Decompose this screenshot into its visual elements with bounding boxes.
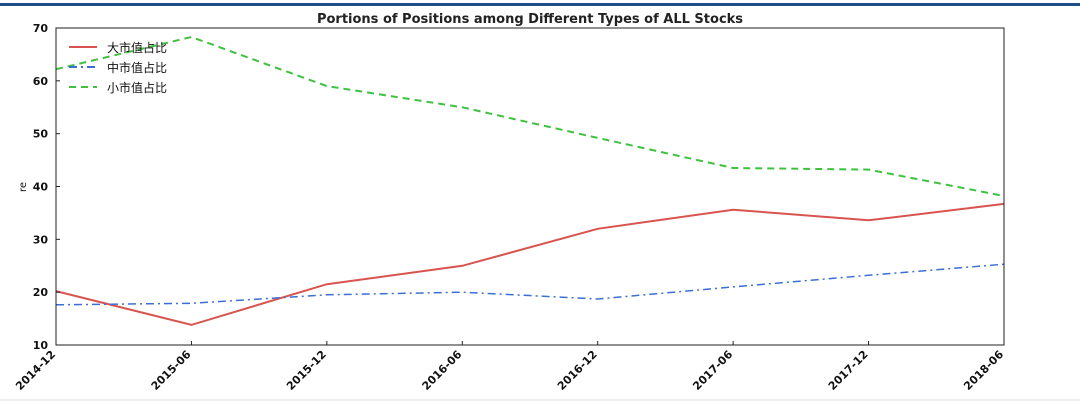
x-tick-label: 2014-12 bbox=[13, 348, 58, 393]
x-tick-label: 2016-12 bbox=[555, 348, 600, 393]
x-tick-label: 2016-06 bbox=[420, 348, 465, 393]
series-line-2 bbox=[55, 263, 1005, 306]
y-tick-label: 70 bbox=[33, 22, 49, 35]
y-axis-ticks: 10 20 30 40 50 60 70 bbox=[33, 22, 60, 352]
legend-label-2: 中市值占比 bbox=[107, 60, 167, 75]
bottom-rule bbox=[0, 399, 1080, 401]
x-tick-label: 2015-06 bbox=[149, 348, 194, 393]
y-tick-label: 30 bbox=[33, 233, 49, 246]
legend-label-3: 小市值占比 bbox=[107, 80, 167, 95]
top-rule bbox=[0, 3, 1080, 6]
chart-title: Portions of Positions among Different Ty… bbox=[317, 12, 743, 27]
legend-label-1: 大市值占比 bbox=[107, 40, 167, 55]
y-axis-label: re bbox=[18, 182, 29, 192]
y-tick-label: 20 bbox=[33, 286, 49, 299]
plot-frame bbox=[55, 27, 1005, 346]
y-tick-label: 10 bbox=[33, 339, 49, 352]
series-line-3 bbox=[55, 35, 1005, 197]
y-tick-label: 60 bbox=[33, 75, 49, 88]
x-tick-label: 2017-06 bbox=[690, 348, 735, 393]
x-axis-ticks: 2014-12 2015-06 2015-12 2016-06 2016-12 2017-… bbox=[13, 341, 1006, 393]
x-tick-label: 2017-12 bbox=[826, 348, 871, 393]
series-line-1 bbox=[55, 202, 1005, 326]
x-tick-label: 2018-06 bbox=[961, 348, 1006, 393]
plot-lines bbox=[55, 35, 1005, 326]
x-tick-label: 2015-12 bbox=[284, 348, 329, 393]
y-tick-label: 50 bbox=[33, 128, 49, 141]
y-tick-label: 40 bbox=[33, 181, 49, 194]
